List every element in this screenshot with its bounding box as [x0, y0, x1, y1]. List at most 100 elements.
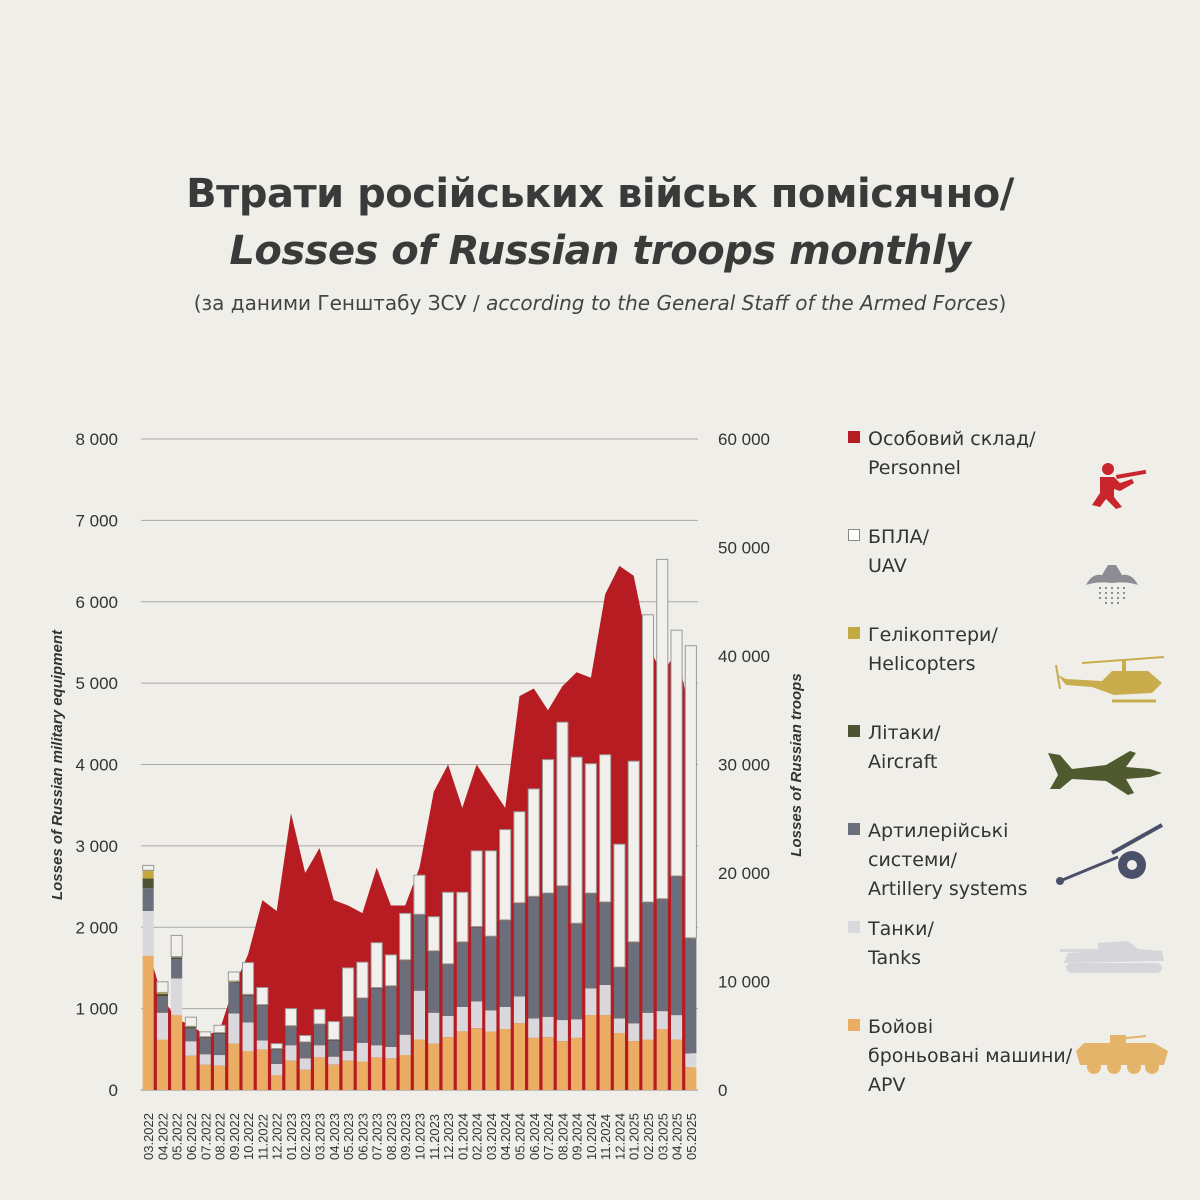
- x-tick-label: 04.2022: [155, 1113, 170, 1160]
- bar-artillery: [428, 951, 440, 1013]
- bar-apv: [456, 1031, 468, 1090]
- x-tick-label: 09.2023: [398, 1113, 413, 1160]
- bar-artillery: [585, 893, 597, 989]
- x-tick-label: 03.2024: [484, 1113, 499, 1160]
- legend-label-ua: Артилерійські: [868, 820, 1009, 842]
- bar-artillery: [471, 927, 483, 1002]
- bar-aircraft: [156, 994, 168, 997]
- bar-tanks: [642, 1012, 654, 1040]
- axes: Losses of Russian military equipment Los…: [49, 629, 805, 1160]
- bar-apv: [285, 1060, 297, 1090]
- bar-apv: [185, 1055, 197, 1090]
- y-tick-left: 5 000: [75, 674, 118, 693]
- bar-artillery: [299, 1042, 311, 1059]
- x-tick-label: 12.2022: [270, 1113, 285, 1160]
- legend-label-en: Personnel: [868, 457, 961, 479]
- x-tick-label: 08.2022: [213, 1113, 228, 1160]
- bar-uav: [570, 756, 583, 924]
- bar-apv: [371, 1057, 383, 1090]
- bar-apv: [499, 1029, 511, 1090]
- y-tick-left: 3 000: [75, 837, 118, 856]
- y-tick-right: 30 000: [718, 756, 770, 775]
- bar-apv: [428, 1043, 440, 1090]
- bar-apv: [413, 1039, 425, 1090]
- jet-icon: [1048, 751, 1162, 795]
- chart-title-ua: Втрати російських військ помісячно/: [186, 171, 1014, 217]
- bar-tanks: [242, 1022, 254, 1051]
- bar-tanks: [442, 1015, 454, 1038]
- bar-apv: [542, 1037, 554, 1090]
- bar-artillery: [314, 1024, 326, 1046]
- bar-artillery: [599, 902, 611, 985]
- x-tick-label: 04.2023: [327, 1113, 342, 1160]
- bar-aircraft: [199, 1037, 211, 1038]
- bar-uav: [199, 1031, 212, 1038]
- bar-tanks: [314, 1045, 326, 1058]
- x-tick-label: 08.2023: [384, 1113, 399, 1160]
- x-tick-label: 01.2023: [284, 1113, 299, 1160]
- x-tick-label: 09.2022: [227, 1113, 242, 1160]
- bar-artillery: [613, 967, 625, 1019]
- helicopter-icon: [1055, 656, 1165, 703]
- bar-apv: [271, 1075, 283, 1090]
- x-tick-label: 03.2022: [141, 1113, 156, 1160]
- bar-artillery: [285, 1026, 297, 1046]
- apc-icon: [1076, 1035, 1168, 1074]
- bar-uav: [527, 788, 540, 897]
- bar-helicopters: [156, 992, 168, 994]
- bar-apv: [513, 1023, 525, 1090]
- bar-tanks: [556, 1020, 568, 1042]
- bar-artillery: [185, 1028, 197, 1042]
- bar-artillery: [556, 886, 568, 1021]
- bar-uav: [370, 942, 383, 989]
- bar-artillery: [456, 942, 468, 1007]
- bar-apv: [156, 1039, 168, 1090]
- legend-swatch-personnel: [848, 431, 860, 443]
- bar-uav: [670, 629, 683, 877]
- legend-label-helicopters: Гелікоптери/ Helicopters: [868, 621, 998, 679]
- bar-artillery: [571, 924, 583, 1020]
- legend-swatch-artillery: [848, 823, 860, 835]
- subtitle-close: ): [998, 291, 1007, 315]
- bar-uav: [413, 874, 426, 915]
- bar-artillery: [499, 920, 511, 1007]
- bar-artillery: [628, 942, 640, 1024]
- x-tick-label: 03.2025: [655, 1113, 670, 1160]
- x-tick-label: 11.2023: [427, 1114, 442, 1160]
- bar-apv: [585, 1015, 597, 1090]
- bar-apv: [142, 955, 154, 1090]
- bar-uav: [313, 1008, 326, 1025]
- bar-uav: [542, 759, 555, 894]
- bar-apv: [685, 1067, 697, 1090]
- x-tick-label: 02.2023: [298, 1113, 313, 1160]
- legend-label-ua: Гелікоптери/: [868, 624, 998, 646]
- title-block: Втрати російських військ помісячно/ Loss…: [0, 165, 1200, 315]
- bar-tanks: [285, 1045, 297, 1061]
- bar-uav: [170, 934, 183, 958]
- drone-icon: [1086, 565, 1138, 607]
- bar-apv: [314, 1057, 326, 1090]
- bar-tanks: [656, 1011, 668, 1029]
- bar-tanks: [471, 1001, 483, 1029]
- bar-artillery: [671, 876, 683, 1016]
- bar-apv: [671, 1039, 683, 1090]
- bar-uav: [270, 1043, 283, 1049]
- bar-artillery: [528, 897, 540, 1019]
- x-tick-label: 09.2024: [570, 1113, 585, 1160]
- soldier-icon: [1092, 463, 1147, 509]
- x-tick-label: 11.2022: [255, 1114, 270, 1160]
- legend-label-en: APV: [868, 1074, 906, 1096]
- bar-artillery: [413, 915, 425, 991]
- bar-artillery: [485, 937, 497, 1011]
- y-tick-right: 40 000: [718, 647, 770, 666]
- bar-apv: [442, 1037, 454, 1090]
- x-tick-label: 04.2024: [498, 1113, 513, 1160]
- x-tick-label: 04.2025: [670, 1113, 685, 1160]
- bar-tanks: [228, 1013, 240, 1044]
- bar-artillery: [542, 893, 554, 1017]
- bar-tanks: [413, 990, 425, 1040]
- x-tick-label: 06.2023: [355, 1113, 370, 1160]
- artillery-icon: [1056, 823, 1163, 885]
- bar-tanks: [399, 1034, 411, 1055]
